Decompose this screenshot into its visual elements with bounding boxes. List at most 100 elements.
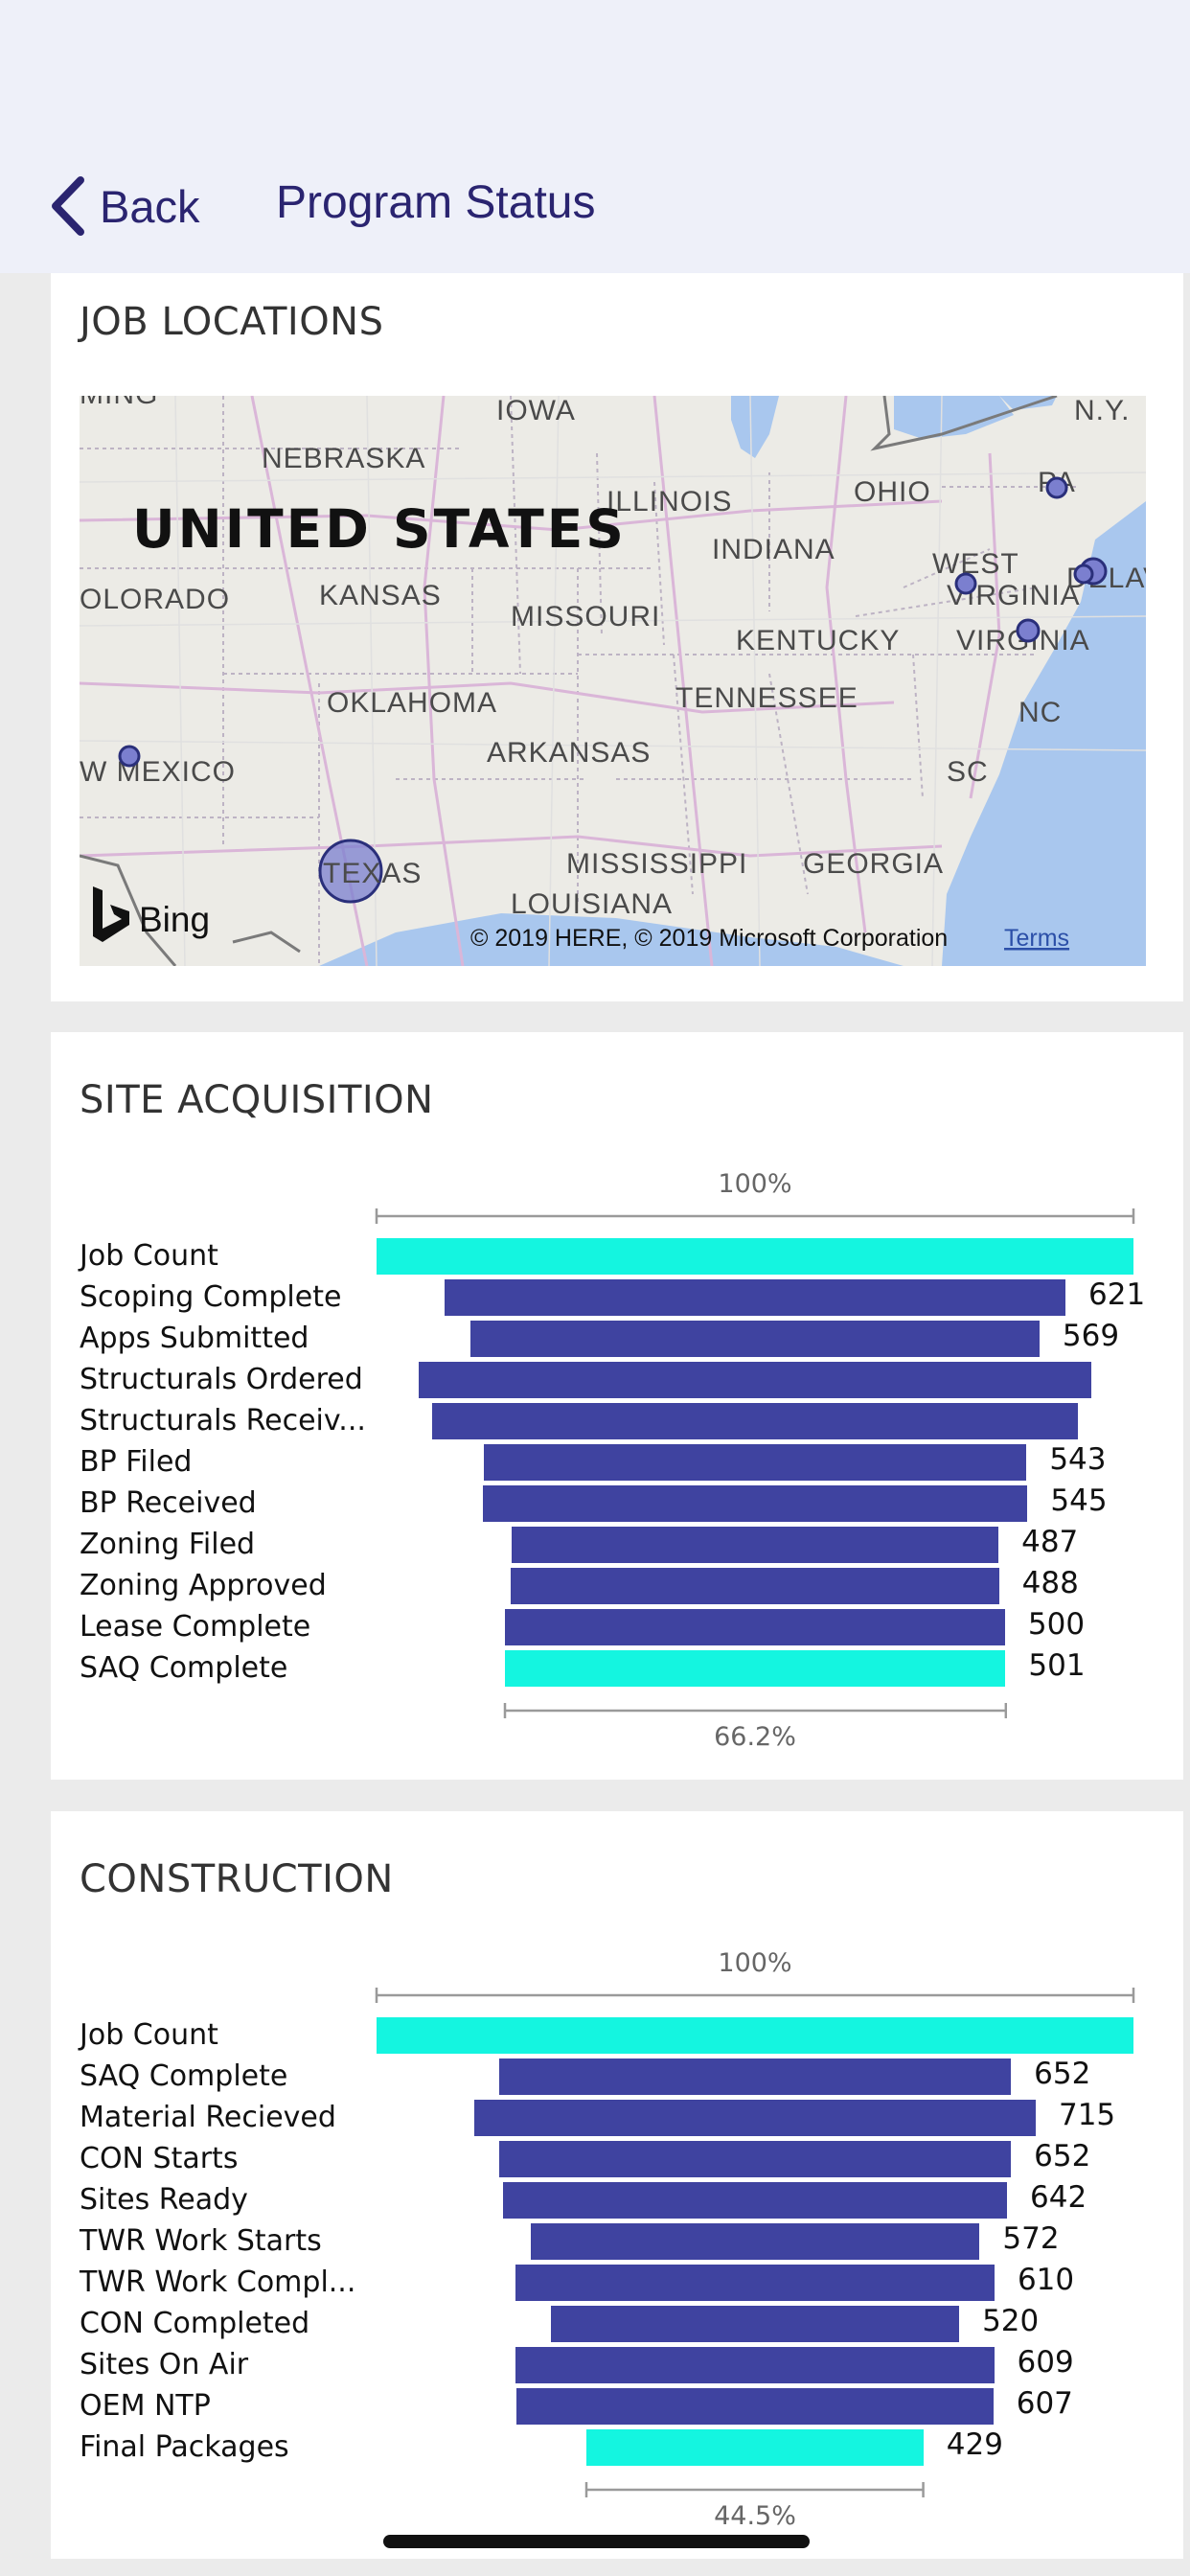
funnel-category-label: OEM NTP bbox=[80, 2389, 211, 2423]
site-acquisition-card: SITE ACQUISITION 100% Job Count Scoping Co… bbox=[51, 1032, 1183, 1780]
funnel-category-label: Sites Ready bbox=[80, 2183, 248, 2217]
funnel-value-label: 488 bbox=[1021, 1566, 1079, 1600]
map-label: GEORGIA bbox=[803, 848, 944, 880]
job-bubble-west-virginia[interactable] bbox=[954, 572, 977, 595]
map-label: TENNESSEE bbox=[675, 682, 858, 714]
funnel-bar[interactable] bbox=[516, 2388, 994, 2425]
funnel-category-label: Lease Complete bbox=[80, 1610, 311, 1644]
funnel-bar[interactable] bbox=[474, 2100, 1036, 2136]
map-label: KENTUCKY bbox=[736, 625, 900, 656]
job-bubble-pa[interactable] bbox=[1045, 476, 1068, 499]
funnel-bar[interactable] bbox=[377, 2017, 1133, 2054]
top-nav-bar: Back Program Status bbox=[0, 0, 1190, 273]
funnel-top-scale bbox=[375, 1208, 1135, 1224]
funnel-value-label: 572 bbox=[1002, 2221, 1060, 2256]
funnel-bar[interactable] bbox=[418, 1362, 1092, 1398]
funnel-bar[interactable] bbox=[483, 1444, 1027, 1481]
job-bubble-maryland[interactable] bbox=[1073, 564, 1094, 585]
funnel-bar[interactable] bbox=[505, 1609, 1005, 1645]
chevron-left-icon bbox=[52, 176, 84, 236]
funnel-category-label: CON Completed bbox=[80, 2307, 310, 2340]
map-label: OKLAHOMA bbox=[327, 687, 497, 719]
gulf-of-mexico bbox=[319, 913, 904, 966]
map-label: MISSISSIPPI bbox=[566, 848, 747, 880]
funnel-bar[interactable] bbox=[432, 1403, 1078, 1439]
funnel-bar[interactable] bbox=[498, 2058, 1012, 2095]
map-attribution: © 2019 HERE, © 2019 Microsoft Corporatio… bbox=[470, 925, 948, 952]
funnel-bar[interactable] bbox=[444, 1279, 1066, 1316]
funnel-value-label: 642 bbox=[1030, 2180, 1087, 2215]
funnel-value-label: 715 bbox=[1058, 2098, 1116, 2132]
funnel-bar[interactable] bbox=[498, 2141, 1012, 2177]
map-label: N.Y. bbox=[1074, 396, 1130, 426]
lake-erie bbox=[894, 396, 1014, 439]
funnel-category-label: Job Count bbox=[80, 2018, 218, 2052]
construction-card: CONSTRUCTION 100% Job Count SAQ Complete 65… bbox=[51, 1811, 1183, 2559]
funnel-category-label: Final Packages bbox=[80, 2430, 289, 2464]
funnel-bar[interactable] bbox=[530, 2223, 980, 2260]
funnel-value-label: 652 bbox=[1034, 2057, 1091, 2091]
job-bubble-virginia[interactable] bbox=[1016, 618, 1041, 643]
map-label: TEXAS bbox=[323, 858, 422, 889]
back-button[interactable]: Back bbox=[48, 172, 200, 240]
map-label: INDIANA bbox=[712, 534, 835, 565]
funnel-value-label: 429 bbox=[946, 2427, 1003, 2462]
map-label: LOUISIANA bbox=[511, 888, 673, 920]
funnel-category-label: Zoning Approved bbox=[80, 1569, 327, 1602]
terms-link[interactable]: Terms bbox=[1004, 925, 1069, 952]
map-label: OHIO bbox=[854, 476, 931, 508]
map-label: OLORADO bbox=[80, 584, 230, 615]
map-label: NEBRASKA bbox=[262, 443, 425, 474]
country-border bbox=[80, 854, 177, 966]
funnel-top-percent-label: 100% bbox=[718, 1169, 792, 1199]
funnel-value-label: 501 bbox=[1028, 1648, 1086, 1683]
funnel-value-label: 607 bbox=[1016, 2386, 1073, 2421]
funnel-value-label: 487 bbox=[1021, 1525, 1079, 1559]
funnel-category-label: TWR Work Compl... bbox=[80, 2266, 356, 2299]
funnel-bar[interactable] bbox=[515, 2265, 995, 2301]
funnel-value-label: 520 bbox=[982, 2304, 1040, 2338]
map-label: KANSAS bbox=[319, 580, 442, 611]
job-location-bubbles[interactable] bbox=[118, 476, 1108, 904]
funnel-bar[interactable] bbox=[511, 1527, 999, 1563]
funnel-bar[interactable] bbox=[550, 2306, 960, 2342]
map-canvas: MING IOWA NEBRASKA ILLINOIS OHIO PA N.Y.… bbox=[80, 396, 1146, 966]
funnel-bar[interactable] bbox=[586, 2429, 924, 2466]
funnel-category-label: BP Filed bbox=[80, 1445, 193, 1479]
funnel-category-label: Apps Submitted bbox=[80, 1322, 309, 1355]
page-title: Program Status bbox=[276, 177, 596, 228]
site-acquisition-title: SITE ACQUISITION bbox=[80, 1078, 434, 1122]
funnel-bar[interactable] bbox=[515, 2347, 995, 2383]
funnel-category-label: SAQ Complete bbox=[80, 2059, 288, 2093]
funnel-bottom-percent-label: 44.5% bbox=[714, 2501, 796, 2531]
home-indicator bbox=[383, 2535, 810, 2548]
job-locations-card: JOB LOCATIONS bbox=[51, 273, 1183, 1001]
bing-logo: Bing bbox=[93, 886, 210, 942]
job-locations-map[interactable]: MING IOWA NEBRASKA ILLINOIS OHIO PA N.Y.… bbox=[80, 396, 1146, 966]
funnel-value-label: 652 bbox=[1034, 2139, 1091, 2174]
funnel-category-label: Zoning Filed bbox=[80, 1528, 256, 1561]
funnel-value-label: 609 bbox=[1017, 2345, 1074, 2380]
map-label: W MEXICO bbox=[80, 756, 236, 788]
map-label: MISSOURI bbox=[511, 601, 660, 632]
funnel-category-label: Structurals Ordered bbox=[80, 1363, 363, 1396]
funnel-bottom-percent-label: 66.2% bbox=[714, 1722, 796, 1752]
funnel-bar[interactable] bbox=[504, 1650, 1006, 1687]
funnel-category-label: CON Starts bbox=[80, 2142, 239, 2175]
map-label: NC bbox=[1018, 697, 1062, 728]
funnel-bottom-scale bbox=[503, 1703, 1007, 1718]
funnel-bar[interactable] bbox=[511, 1568, 999, 1604]
funnel-bar[interactable] bbox=[377, 1238, 1133, 1275]
funnel-top-percent-label: 100% bbox=[718, 1948, 792, 1978]
funnel-bar[interactable] bbox=[470, 1321, 1040, 1357]
funnel-category-label: Material Recieved bbox=[80, 2101, 336, 2134]
job-bubble-texas[interactable] bbox=[318, 839, 383, 904]
map-label: WEST bbox=[932, 548, 1019, 580]
country-label: UNITED STATES bbox=[132, 498, 627, 560]
funnel-bar[interactable] bbox=[482, 1485, 1028, 1522]
map-label: ARKANSAS bbox=[487, 737, 651, 769]
funnel-bar[interactable] bbox=[502, 2182, 1008, 2219]
job-bubble-new-mexico[interactable] bbox=[118, 745, 141, 768]
funnel-value-label: 500 bbox=[1027, 1607, 1086, 1642]
funnel-value-label: 543 bbox=[1049, 1442, 1107, 1477]
